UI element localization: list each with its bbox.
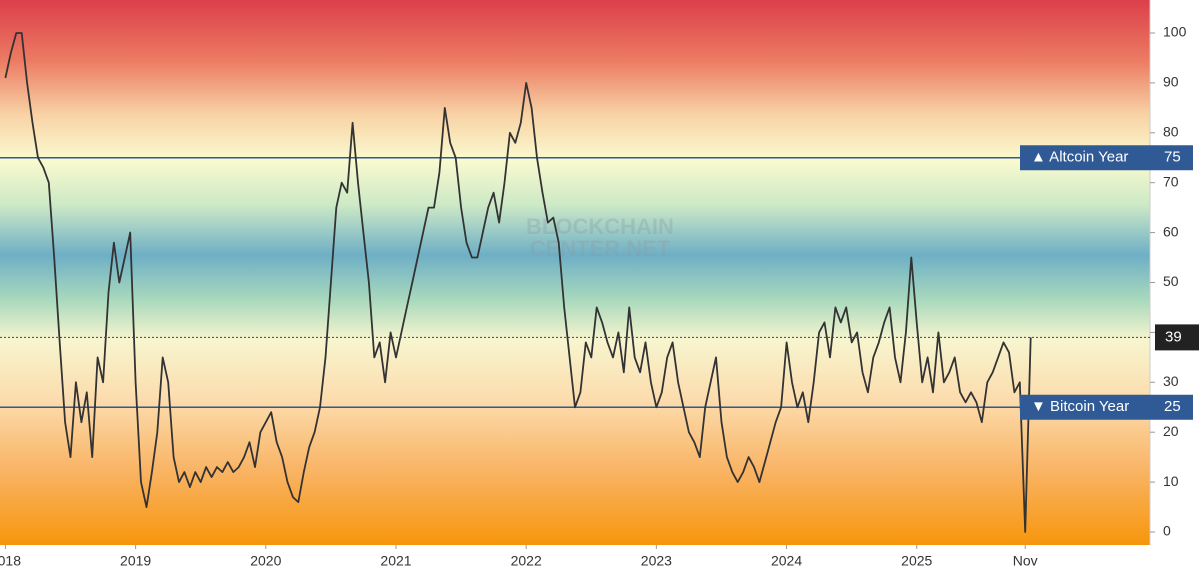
- x-tick-label: 2024: [771, 553, 802, 569]
- plot-background: [0, 0, 1150, 545]
- reference-label: ▲ Altcoin Year: [1031, 149, 1128, 166]
- y-tick-label: 20: [1163, 423, 1179, 439]
- x-tick-label: 2019: [120, 553, 151, 569]
- y-tick-label: 100: [1163, 24, 1187, 40]
- reference-box: [1020, 145, 1193, 171]
- current-value-box: [1155, 324, 1199, 351]
- y-tick-label: 60: [1163, 223, 1179, 239]
- x-tick-label: Nov: [1013, 553, 1038, 569]
- y-tick-label: 80: [1163, 124, 1179, 140]
- x-tick-label: 2025: [901, 553, 932, 569]
- x-tick-label: 2020: [250, 553, 281, 569]
- x-tick-label: 2023: [641, 553, 672, 569]
- y-tick-label: 70: [1163, 173, 1179, 189]
- x-tick-label: 2022: [511, 553, 542, 569]
- y-tick-label: 90: [1163, 74, 1179, 90]
- current-value-label: 39: [1165, 328, 1182, 345]
- y-tick-label: 10: [1163, 473, 1179, 489]
- y-tick-label: 50: [1163, 273, 1179, 289]
- watermark: BLOCKCHAIN: [526, 214, 674, 239]
- x-tick-label: 2018: [0, 553, 21, 569]
- reference-label: ▼ Bitcoin Year: [1031, 398, 1129, 415]
- reference-value: 75: [1164, 149, 1181, 166]
- line: [4, 32, 1032, 533]
- watermark: CENTER.NET: [530, 236, 671, 261]
- y-tick-label: 0: [1163, 523, 1171, 539]
- x-tick-label: 2021: [380, 553, 411, 569]
- y-tick-label: 30: [1163, 373, 1179, 389]
- reference-value: 25: [1164, 398, 1181, 415]
- reference-box: [1020, 394, 1193, 420]
